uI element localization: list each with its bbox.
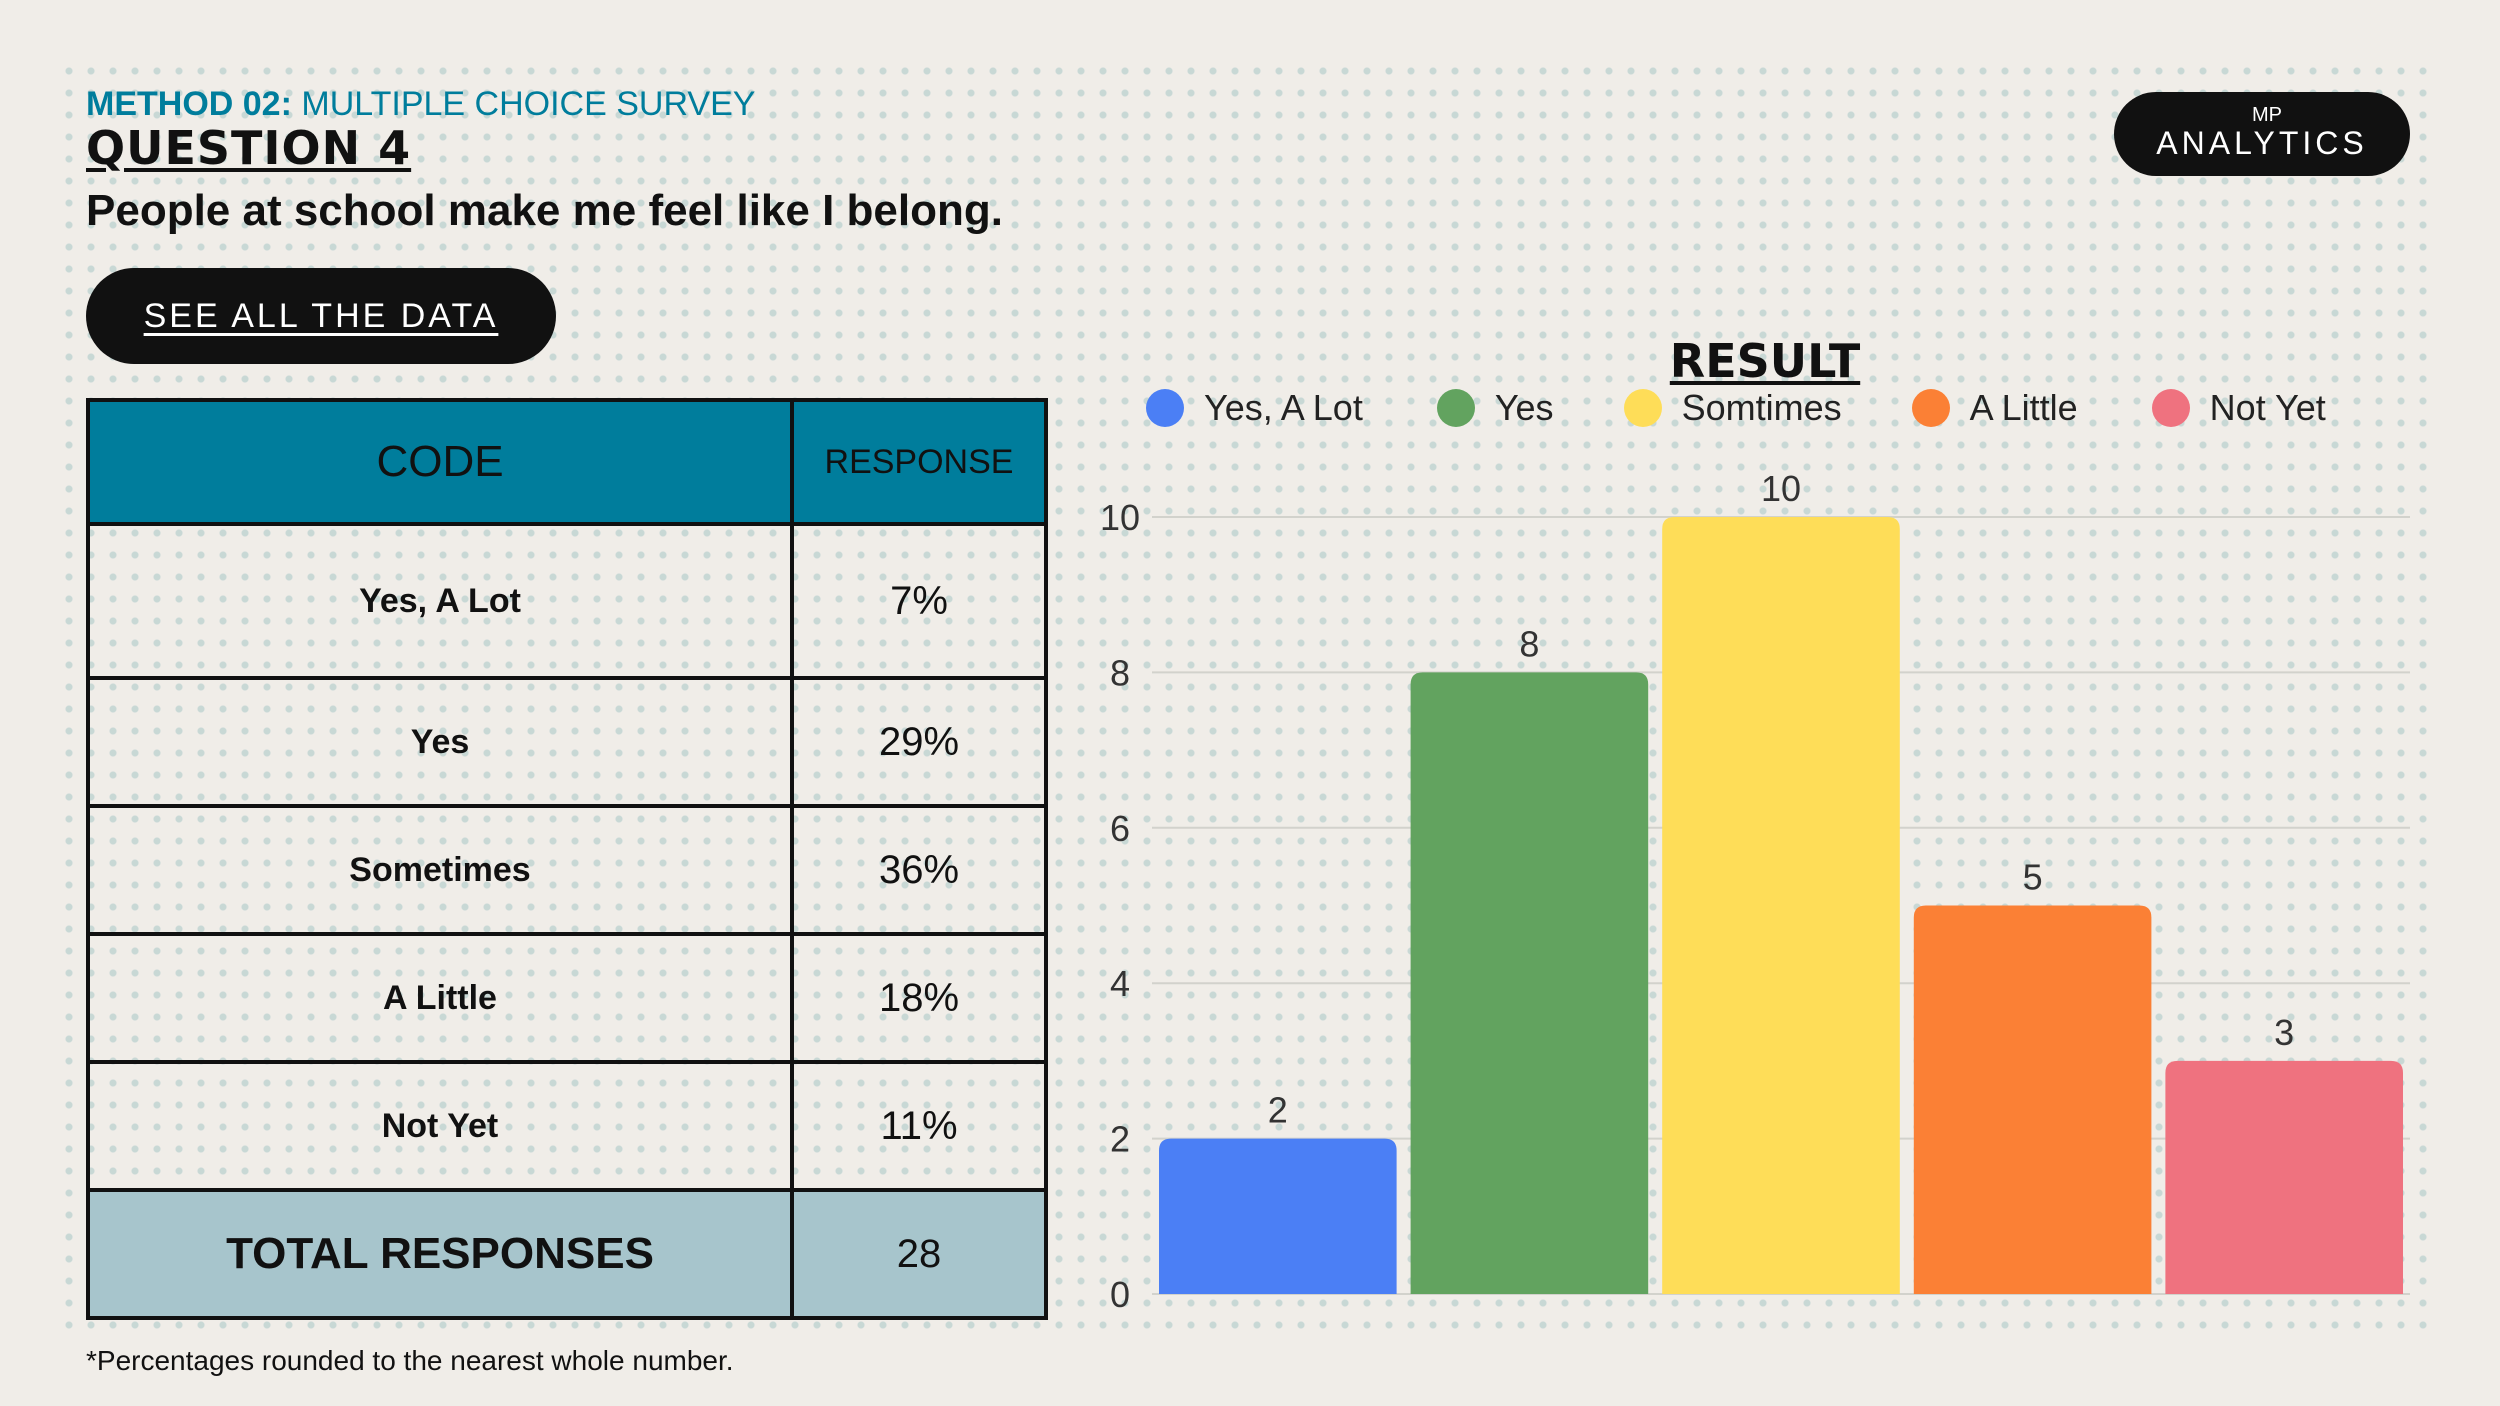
- y-tick-label: 10: [1100, 497, 1140, 538]
- column-header-response: RESPONSE: [790, 398, 1048, 526]
- y-tick-label: 0: [1110, 1274, 1130, 1315]
- see-all-data-button[interactable]: SEE ALL THE DATA: [86, 268, 556, 364]
- table-row: Sometimes 36%: [86, 804, 1048, 936]
- bar: [1410, 672, 1649, 1294]
- results-table: CODE RESPONSE Yes, A Lot 7% Yes 29% Some…: [86, 398, 1048, 1320]
- method-number: METHOD 02:: [86, 85, 292, 123]
- header: METHOD 02: MULTIPLE CHOICE SURVEY QUESTI…: [86, 84, 755, 172]
- bar: [2165, 1060, 2403, 1294]
- bar: [1662, 517, 1900, 1294]
- legend-swatch: [1436, 389, 1475, 427]
- row-response: 7%: [790, 522, 1048, 680]
- total-row: TOTAL RESPONSES 28: [86, 1188, 1048, 1320]
- legend-item: Yes: [1436, 387, 1554, 429]
- table-header-row: CODE RESPONSE: [86, 398, 1048, 526]
- row-response: 18%: [790, 932, 1048, 1064]
- table-row: Yes, A Lot 7%: [86, 522, 1048, 680]
- total-label: TOTAL RESPONSES: [86, 1188, 794, 1320]
- data-label: 3: [2274, 1012, 2294, 1053]
- logo-mark: MP: [2252, 104, 2282, 126]
- row-code: Not Yet: [86, 1060, 794, 1192]
- legend-item: Not Yet: [2151, 387, 2326, 429]
- legend-label: Not Yet: [2209, 387, 2326, 428]
- table-row: A Little 18%: [86, 932, 1048, 1064]
- row-response: 36%: [790, 804, 1048, 936]
- legend-swatch: [1146, 389, 1184, 427]
- legend-item: Yes, A Lot: [1146, 387, 1363, 429]
- legend-label: A Little: [1969, 387, 2078, 428]
- data-label: 10: [1761, 468, 1801, 509]
- legend-item: A Little: [1911, 387, 2078, 429]
- legend-label: Yes: [1494, 387, 1554, 428]
- data-label: 8: [1519, 623, 1539, 664]
- y-tick-label: 6: [1110, 808, 1130, 849]
- table-row: Not Yet 11%: [86, 1060, 1048, 1192]
- row-code: Sometimes: [86, 804, 794, 936]
- total-value: 28: [790, 1188, 1048, 1320]
- legend-label: Yes, A Lot: [1204, 387, 1363, 428]
- y-tick-label: 2: [1110, 1119, 1130, 1160]
- question-title: QUESTION 4: [86, 121, 412, 175]
- y-tick-label: 8: [1110, 652, 1130, 693]
- chart-legend: Yes, A Lot Yes Somtimes A Little Not Yet: [1146, 384, 2326, 432]
- table-row: Yes 29%: [86, 676, 1048, 808]
- legend-item: Somtimes: [1623, 387, 1842, 429]
- bar: [1913, 905, 2152, 1294]
- chart-title: RESULT: [1669, 334, 1861, 388]
- row-response: 29%: [790, 676, 1048, 808]
- method-label: METHOD 02: MULTIPLE CHOICE SURVEY: [86, 84, 755, 124]
- data-label: 5: [2023, 857, 2043, 898]
- legend-label: Somtimes: [1681, 387, 1842, 428]
- y-tick-label: 4: [1110, 963, 1130, 1004]
- row-response: 11%: [790, 1060, 1048, 1192]
- method-type: MULTIPLE CHOICE SURVEY: [291, 85, 756, 123]
- legend-swatch: [1911, 389, 1950, 427]
- question-prompt: People at school make me feel like I bel…: [86, 186, 1003, 235]
- row-code: Yes: [86, 676, 794, 808]
- bar: [1159, 1138, 1397, 1294]
- legend-swatch: [2151, 389, 2190, 427]
- logo-name: ANALYTICS: [2156, 124, 2368, 161]
- analytics-logo: MP ANALYTICS: [2114, 92, 2410, 176]
- data-label: 2: [1268, 1090, 1288, 1131]
- row-code: A Little: [86, 932, 794, 1064]
- footnote: *Percentages rounded to the nearest whol…: [86, 1345, 734, 1376]
- legend-swatch: [1623, 389, 1662, 427]
- row-code: Yes, A Lot: [86, 522, 794, 680]
- column-header-code: CODE: [86, 398, 794, 526]
